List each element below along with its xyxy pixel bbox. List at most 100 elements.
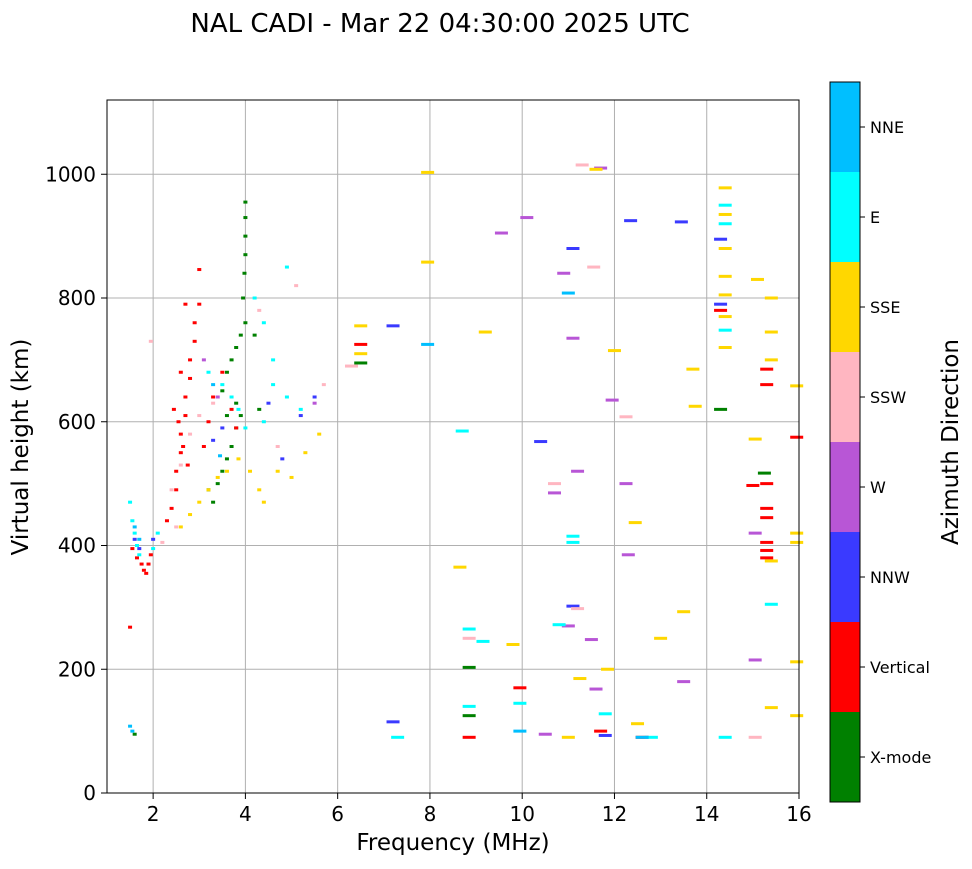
data-point xyxy=(174,525,179,529)
data-point xyxy=(321,383,326,387)
data-point xyxy=(132,732,137,736)
y-axis-label: Virtual height (km) xyxy=(8,339,34,556)
colorbar: X-mode Vertical NNW W SSW SSE E NNE xyxy=(829,81,931,803)
data-point xyxy=(220,370,225,374)
data-point xyxy=(266,401,271,405)
colorbar-segment xyxy=(830,82,860,172)
data-point xyxy=(677,680,691,684)
data-point xyxy=(261,500,266,504)
data-point xyxy=(718,247,732,250)
data-point xyxy=(130,729,135,733)
data-point xyxy=(748,658,762,662)
data-point xyxy=(764,602,778,606)
data-point xyxy=(757,471,771,475)
data-point xyxy=(760,548,774,552)
data-point xyxy=(421,260,435,264)
data-point xyxy=(178,370,183,374)
data-point xyxy=(234,426,239,430)
data-point xyxy=(644,735,658,739)
data-point xyxy=(201,445,206,448)
colorbar-tick-label: SSE xyxy=(870,298,900,317)
data-point xyxy=(188,376,193,380)
data-point xyxy=(137,537,142,541)
data-point xyxy=(790,714,804,718)
plot-frame xyxy=(106,99,800,794)
data-point xyxy=(215,395,220,399)
data-point xyxy=(750,277,764,281)
data-point xyxy=(513,701,527,705)
data-point xyxy=(134,544,139,547)
data-point xyxy=(215,482,220,486)
colorbar-segment xyxy=(830,172,860,262)
data-point xyxy=(128,724,133,728)
series-ssw xyxy=(148,163,762,739)
data-point xyxy=(197,302,202,306)
colorbar-segment xyxy=(830,532,860,622)
data-point xyxy=(575,163,589,167)
data-point xyxy=(220,426,225,430)
y-tick-label: 600 xyxy=(58,410,96,434)
data-point xyxy=(764,296,778,300)
data-point xyxy=(317,432,322,436)
x-tick-label: 6 xyxy=(331,802,344,826)
colorbar-segment xyxy=(830,622,860,712)
data-point xyxy=(183,395,188,399)
data-point xyxy=(677,610,691,614)
x-tick-label: 10 xyxy=(509,802,534,826)
data-point xyxy=(183,414,188,418)
data-point xyxy=(148,553,153,557)
data-point xyxy=(566,534,580,538)
data-point xyxy=(238,414,243,418)
data-point xyxy=(132,531,137,535)
data-point xyxy=(746,483,760,487)
data-point xyxy=(312,401,317,405)
data-point xyxy=(137,553,142,557)
data-point xyxy=(211,500,216,504)
data-point xyxy=(229,445,234,448)
data-point xyxy=(764,559,778,563)
data-point xyxy=(462,735,476,739)
data-point xyxy=(243,234,248,238)
data-point xyxy=(718,203,732,207)
data-point xyxy=(566,540,580,544)
y-tick-label: 1000 xyxy=(45,162,96,186)
data-point xyxy=(589,167,603,171)
data-point xyxy=(386,720,400,724)
data-point xyxy=(478,330,492,334)
data-point xyxy=(354,342,368,346)
data-point xyxy=(635,735,649,739)
data-point xyxy=(298,407,303,411)
data-point xyxy=(271,358,276,362)
data-point xyxy=(174,488,179,492)
data-point xyxy=(220,469,225,473)
data-point xyxy=(284,395,289,399)
data-point xyxy=(192,321,197,325)
data-point xyxy=(229,407,234,411)
data-point xyxy=(605,398,619,402)
x-axis: 2 4 6 8 10 12 14 16 xyxy=(147,793,812,826)
data-point xyxy=(236,457,241,461)
data-point xyxy=(148,339,153,343)
data-point xyxy=(197,268,202,272)
data-point xyxy=(764,358,778,362)
plot-area xyxy=(106,99,804,794)
data-point xyxy=(252,296,257,300)
data-point xyxy=(589,687,603,691)
data-point xyxy=(760,367,774,371)
data-point xyxy=(197,414,202,418)
data-point xyxy=(215,475,220,479)
data-point xyxy=(455,429,469,433)
data-point xyxy=(714,308,728,312)
data-point xyxy=(354,324,368,328)
data-point xyxy=(257,407,262,411)
data-point xyxy=(391,735,405,739)
data-point xyxy=(206,488,211,492)
colorbar-frame xyxy=(829,81,861,803)
data-point xyxy=(421,170,435,174)
data-point xyxy=(224,469,229,473)
data-point xyxy=(631,722,645,726)
data-point xyxy=(164,519,169,523)
x-tick-label: 14 xyxy=(694,802,719,826)
data-point xyxy=(552,623,566,627)
data-point xyxy=(243,216,248,220)
